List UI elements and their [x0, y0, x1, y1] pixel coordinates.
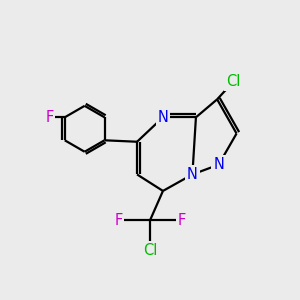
Text: N: N	[158, 110, 168, 125]
Text: Cl: Cl	[226, 74, 241, 89]
Text: F: F	[114, 213, 123, 228]
Text: N: N	[187, 167, 198, 182]
Text: F: F	[45, 110, 54, 125]
Text: F: F	[177, 213, 186, 228]
Text: N: N	[213, 157, 224, 172]
Text: Cl: Cl	[143, 243, 157, 258]
